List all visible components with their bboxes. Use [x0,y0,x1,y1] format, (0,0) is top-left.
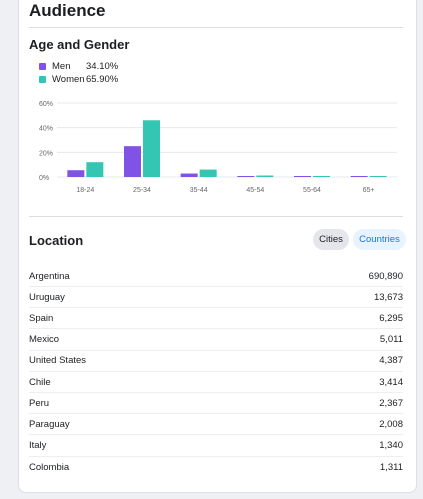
bar-men-35-44 [180,173,198,177]
section-divider [29,216,403,217]
age-gender-chart: 0% 20% 40% 60% 18-24 25-34 35-44 45-54 55-64 65+ [39,101,397,194]
age-gender-title: Age and Gender [29,37,130,52]
location-row: Uruguay 13,673 [29,287,403,309]
location-name: Uruguay [29,291,65,303]
location-name: Spain [29,312,54,324]
bar-men-55-64 [294,176,311,177]
x-tick-label: 65+ [363,187,375,194]
legend-item-men: Men 34.10% [39,59,126,73]
location-row: Paraguay 2,008 [29,414,403,436]
bar-men-65+ [350,176,368,177]
bar-women-35-44 [199,169,217,177]
location-value: 690,890 [368,270,403,282]
x-tick-label: 45-54 [246,187,264,194]
bar-women-45-54 [256,175,274,177]
location-row: United States 4,387 [29,351,403,372]
location-row: Peru 2,367 [29,393,403,415]
location-value: 3,414 [379,376,403,388]
bar-women-18-24 [86,162,104,177]
cities-tab-button[interactable]: Cities [313,229,349,250]
y-tick-label: 40% [39,126,53,133]
location-row: Spain 6,295 [29,308,403,330]
location-value: 1,340 [379,440,403,452]
legend-item-women: Women 65.90% [39,72,126,86]
legend-men-label: Men [52,60,71,72]
location-name: Argentina [29,270,70,282]
location-value: 6,295 [379,312,403,324]
title-divider [29,27,403,28]
location-name: Mexico [29,334,60,346]
location-value: 1,311 [379,461,403,473]
location-name: Italy [29,440,47,452]
location-value: 13,673 [373,291,403,303]
location-name: Colombia [29,461,70,473]
location-value: 2,367 [379,397,403,409]
location-name: Peru [29,397,50,409]
page-title: Audience [29,1,106,20]
location-row: Mexico 5,011 [29,330,403,351]
bar-women-65+ [369,176,387,177]
location-row: Italy 1,340 [29,436,403,457]
location-value: 2,008 [379,418,403,430]
location-name: Chile [29,376,51,388]
bar-men-45-54 [237,176,255,177]
x-tick-label: 18-24 [76,187,94,194]
location-value: 5,011 [379,334,403,346]
legend-men-value: 34.10% [86,60,119,72]
x-tick-label: 35-44 [190,187,208,194]
y-tick-label: 60% [39,101,53,108]
location-title: Location [29,233,84,248]
x-tick-label: 25-34 [133,187,151,194]
legend-women-label: Women [52,73,85,85]
bar-women-25-34 [143,120,160,177]
location-row: Argentina 690,890 [29,266,403,287]
bar-women-55-64 [313,176,330,177]
location-name: United States [29,355,87,367]
countries-tab-button[interactable]: Countries [353,229,406,250]
audience-card: Audience Age and Gender Men 34.10% Women… [18,0,417,493]
location-name: Paraguay [29,418,70,430]
men-swatch [39,62,46,70]
women-swatch [39,75,46,83]
x-tick-label: 55-64 [303,187,321,194]
location-row: Colombia 1,311 [29,457,403,478]
bar-men-25-34 [124,146,141,177]
y-tick-label: 20% [39,150,53,157]
location-value: 4,387 [379,355,403,367]
bar-men-18-24 [67,170,85,177]
y-tick-label: 0% [39,175,49,182]
location-row: Chile 3,414 [29,372,403,393]
legend-women-value: 65.90% [86,73,119,85]
